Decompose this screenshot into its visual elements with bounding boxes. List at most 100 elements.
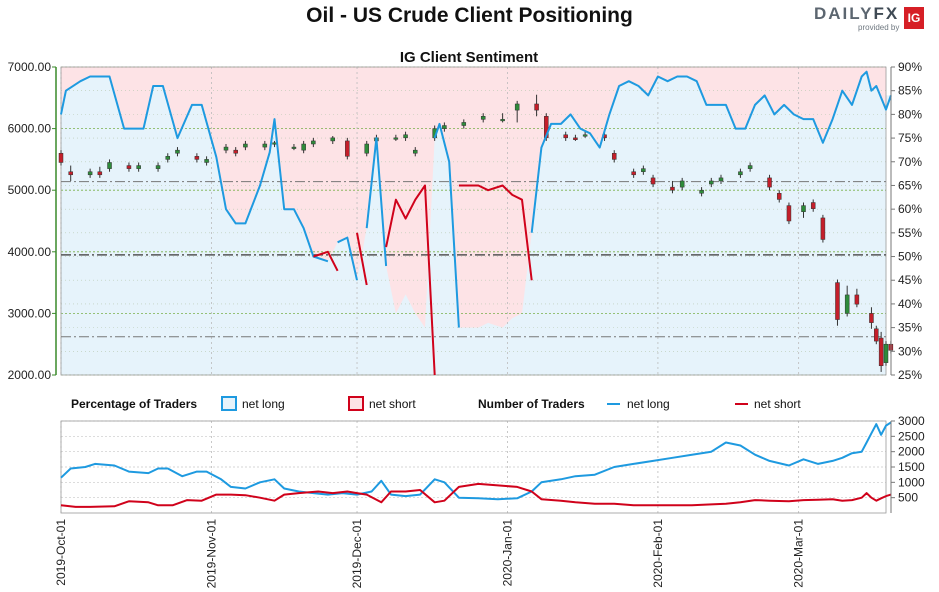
candle	[767, 174, 772, 191]
y-right-tick-label: 40%	[898, 297, 922, 311]
candle	[442, 122, 447, 132]
candle	[738, 168, 743, 178]
candle	[393, 134, 399, 141]
candle	[650, 174, 656, 188]
y-lower-tick-label: 500	[898, 491, 918, 505]
y-left-tick-label: 6000.00	[8, 122, 52, 136]
candle	[165, 153, 171, 163]
candle	[330, 135, 336, 144]
net-long-sentiment-line	[433, 122, 460, 328]
net-long-sentiment-line	[60, 75, 329, 263]
plot-frame	[60, 420, 887, 514]
candle	[403, 131, 408, 141]
x-tick-label: 2019-Oct-01	[54, 519, 68, 586]
candle	[243, 140, 248, 151]
x-tick-label: 2019-Dec-01	[350, 519, 364, 589]
candle	[718, 174, 724, 185]
candle	[835, 279, 840, 326]
legend-number-title: Number of Traders	[478, 397, 585, 411]
price-sentiment-panel: IG Client Sentiment 2000.00 3000.00 4000.0…	[8, 49, 923, 382]
legend-net-long-label: net long	[242, 397, 285, 411]
candle	[500, 113, 505, 123]
candle	[709, 177, 714, 188]
candle	[611, 150, 617, 163]
y-right-tick-label: 55%	[898, 226, 922, 240]
candle	[670, 180, 675, 194]
y-left-tick-label: 7000.00	[8, 60, 52, 74]
legend-net-short-swatch	[348, 396, 364, 411]
legend-count-long-label: net long	[627, 397, 670, 411]
candle	[582, 131, 588, 138]
net-short-sentiment-line	[313, 250, 339, 272]
candle	[480, 113, 486, 123]
candle	[364, 140, 369, 157]
net-short-sentiment-line	[458, 184, 533, 281]
candle	[801, 202, 806, 218]
panel-title: IG Client Sentiment	[400, 49, 538, 66]
candle	[194, 153, 200, 163]
candle	[786, 202, 792, 225]
y-left-tick-label: 3000.00	[8, 306, 52, 320]
y-left-tick-label: 5000.00	[8, 183, 52, 197]
y-right-tick-label: 60%	[898, 202, 922, 216]
candle	[107, 159, 112, 172]
net-long-area	[61, 71, 891, 375]
candle	[204, 156, 209, 166]
y-left-tick-label: 2000.00	[8, 368, 52, 382]
candle	[883, 341, 889, 366]
candle	[631, 168, 636, 178]
candle	[311, 137, 316, 148]
legend-net-short-label: net short	[369, 397, 416, 411]
net-short-sentiment-line	[385, 184, 436, 376]
y-left-tick-label: 4000.00	[8, 245, 52, 259]
y-right-tick-label: 80%	[898, 107, 922, 121]
legend-percentage-title: Percentage of Traders	[71, 397, 197, 411]
net-long-sentiment-line	[530, 70, 892, 233]
y-lower-tick-label: 3000	[898, 414, 925, 428]
candle	[126, 162, 132, 172]
candle	[776, 190, 782, 203]
y-lower-tick-label: 1500	[898, 460, 925, 474]
x-tick-label: 2020-Jan-01	[500, 519, 514, 587]
x-tick-label: 2020-Feb-01	[651, 519, 665, 588]
candle	[413, 147, 418, 157]
candle	[854, 288, 860, 308]
candle	[155, 162, 161, 172]
net-long-sentiment-line	[365, 137, 388, 267]
legend: Percentage of Traders net long net short…	[71, 396, 801, 411]
candle	[844, 285, 850, 317]
candle	[68, 165, 73, 181]
ig-logo-icon: IG	[904, 7, 924, 29]
net-long-sentiment-line	[337, 236, 358, 281]
y-right-tick-label: 35%	[898, 321, 922, 335]
candle	[301, 140, 306, 154]
y-lower-tick-label: 2500	[898, 429, 925, 443]
candle	[573, 134, 578, 141]
candle	[747, 162, 753, 172]
candle	[563, 131, 568, 141]
candle	[461, 119, 467, 129]
net-short-sentiment-line	[356, 232, 368, 286]
candle	[262, 140, 268, 151]
y-right-tick-label: 65%	[898, 178, 922, 192]
y-lower-tick-label: 1000	[898, 475, 925, 489]
y-right-tick-label: 25%	[898, 368, 922, 382]
candle	[878, 331, 884, 372]
candle	[820, 214, 826, 243]
candle	[641, 165, 646, 175]
dailyfx-logo: DAILYFX provided by IG	[814, 4, 926, 32]
candle	[87, 168, 93, 178]
candle	[534, 94, 539, 117]
candle	[874, 325, 879, 345]
candle	[223, 144, 229, 154]
y-right-tick-label: 45%	[898, 273, 922, 287]
candle	[869, 307, 874, 329]
candle	[97, 166, 103, 178]
y-right-tick-label: 50%	[898, 250, 922, 264]
candle	[233, 147, 238, 157]
legend-count-short-label: net short	[754, 397, 801, 411]
net-long-count-line	[60, 421, 892, 501]
legend-net-long-swatch	[221, 396, 237, 411]
